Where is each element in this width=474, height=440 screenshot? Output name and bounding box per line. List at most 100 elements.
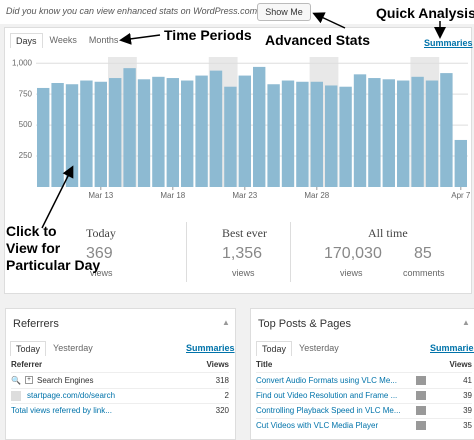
summary-label: Best ever <box>222 226 267 240</box>
referrers-panel <box>5 308 236 440</box>
show-me-button[interactable]: Show Me <box>257 3 311 21</box>
summary-unit: views <box>232 268 255 278</box>
referrer-tabs: Today Yesterday <box>10 341 98 356</box>
bar <box>253 66 266 187</box>
tab[interactable]: Weeks <box>49 35 77 45</box>
bar <box>353 74 367 187</box>
post-title[interactable]: Find out Video Resolution and Frame ... <box>256 391 398 400</box>
bar <box>109 78 122 187</box>
bar <box>425 80 439 187</box>
bar <box>37 87 50 187</box>
referrer-views: 320 <box>215 406 229 415</box>
tab[interactable]: Months <box>88 35 119 45</box>
summaries-link[interactable]: Summaries <box>430 343 474 353</box>
bar <box>195 75 208 187</box>
x-tick-label: Mar 23 <box>232 191 257 200</box>
stats-icon[interactable] <box>416 406 426 415</box>
referrer-views: 318 <box>215 376 229 385</box>
divider <box>290 222 291 282</box>
bar <box>209 70 223 187</box>
post-title[interactable]: Convert Audio Formats using VLC Me... <box>256 376 397 385</box>
bar <box>296 81 309 187</box>
table-row: Convert Audio Formats using VLC Me... 41 <box>256 374 472 389</box>
bar <box>382 79 395 187</box>
table-row: Total views referred by link... 320 <box>11 404 229 418</box>
annotation-line: Particular Day <box>6 257 101 273</box>
annotation-line: Click to <box>6 223 57 239</box>
table-row: 🔍 + Search Engines 318 <box>11 374 229 389</box>
summary-value: 1,356 <box>222 245 263 262</box>
bar <box>238 75 251 187</box>
stats-icon[interactable] <box>416 391 426 400</box>
post-views: 41 <box>463 376 472 385</box>
post-views: 39 <box>463 406 472 415</box>
summaries-link[interactable]: Summaries <box>186 343 235 353</box>
bar <box>166 78 179 187</box>
column-header: Views <box>206 360 229 369</box>
x-tick-label: Apr 7 <box>451 191 471 200</box>
bar <box>267 84 280 187</box>
site-icon <box>11 391 21 401</box>
tab[interactable]: Yesterday <box>53 343 93 353</box>
collapse-icon[interactable]: ▲ <box>462 318 470 327</box>
expand-icon[interactable]: + <box>25 376 33 384</box>
divider <box>186 222 187 282</box>
summary-value: 369 <box>86 245 113 262</box>
y-tick-label: 1,000 <box>12 58 33 67</box>
bar <box>224 86 237 187</box>
y-tick-label: 500 <box>19 120 33 129</box>
chart: 250 500 750 1,000 Mar 13 Mar 18 Mar 23 Mar 28 Ap… <box>12 57 471 200</box>
search-icon: 🔍 <box>11 376 21 385</box>
tab[interactable]: Days <box>10 33 43 48</box>
panel-title: Top Posts & Pages <box>258 318 351 330</box>
bar <box>440 73 453 187</box>
bar <box>123 68 136 187</box>
x-tick-label: Mar 28 <box>304 191 329 200</box>
bar <box>181 80 194 187</box>
collapse-icon[interactable]: ▲ <box>222 318 230 327</box>
referrer-name[interactable]: Total views referred by link... <box>11 406 112 415</box>
x-tick-label: Mar 13 <box>88 191 113 200</box>
bar <box>368 78 381 187</box>
x-tick-label: Mar 18 <box>160 191 185 200</box>
bar <box>80 80 93 187</box>
tab[interactable]: Today <box>256 341 293 356</box>
annotation: Advanced Stats <box>265 32 371 48</box>
referrer-name[interactable]: startpage.com/do/search <box>27 391 116 400</box>
y-tick-label: 250 <box>19 151 33 160</box>
summary-unit: comments <box>403 268 445 278</box>
bar <box>454 139 467 187</box>
summary-value: 170,030 <box>324 245 382 262</box>
post-views: 35 <box>463 421 472 430</box>
tab[interactable]: Today <box>10 341 47 356</box>
bar <box>411 76 424 187</box>
table-row: startpage.com/do/search 2 <box>11 389 229 404</box>
tab[interactable]: Yesterday <box>299 343 339 353</box>
table-row: Controlling Playback Speed in VLC Me... 3… <box>256 404 472 419</box>
panel-title: Referrers <box>13 318 59 330</box>
table-row: Cut Videos with VLC Media Player 35 <box>256 419 472 433</box>
annotation-line: View for <box>6 240 61 256</box>
bar <box>397 80 410 187</box>
referrer-views: 2 <box>224 391 229 400</box>
post-title[interactable]: Controlling Playback Speed in VLC Me... <box>256 406 401 415</box>
referrer-name: Search Engines <box>37 376 94 385</box>
bar <box>137 79 151 187</box>
stats-icon[interactable] <box>416 376 426 385</box>
post-tabs: Today Yesterday <box>256 341 344 356</box>
summary-unit: views <box>90 268 113 278</box>
column-header: Referrer <box>11 360 43 369</box>
post-views: 39 <box>463 391 472 400</box>
stats-icon[interactable] <box>416 421 426 430</box>
table-header: Title Views <box>256 358 472 373</box>
annotation: Quick Analysis <box>376 5 474 21</box>
bar <box>94 81 107 187</box>
notice-bar <box>0 0 474 24</box>
period-tabs: Days Weeks Months <box>10 33 123 48</box>
bar <box>65 84 79 187</box>
summary-value: 85 <box>414 245 432 262</box>
bar <box>51 83 64 187</box>
post-title[interactable]: Cut Videos with VLC Media Player <box>256 421 379 430</box>
summaries-link[interactable]: Summaries <box>424 38 473 48</box>
